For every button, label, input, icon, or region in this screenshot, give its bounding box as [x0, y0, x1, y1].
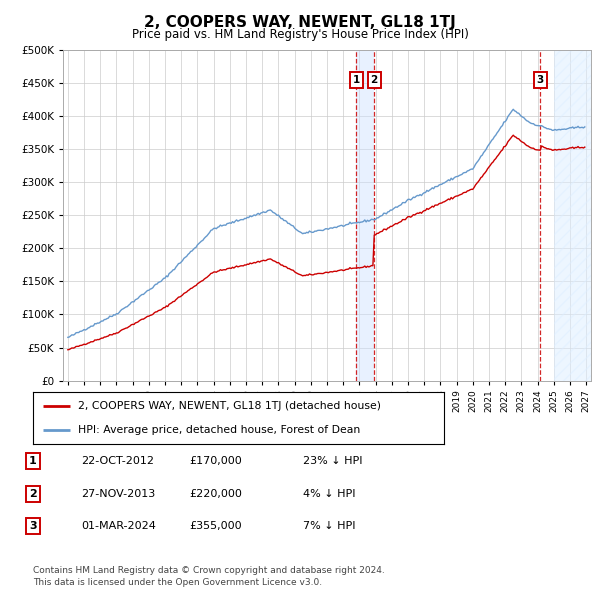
Text: Contains HM Land Registry data © Crown copyright and database right 2024.
This d: Contains HM Land Registry data © Crown c…	[33, 566, 385, 587]
Text: 23% ↓ HPI: 23% ↓ HPI	[303, 457, 362, 466]
Text: £170,000: £170,000	[189, 457, 242, 466]
Text: £355,000: £355,000	[189, 522, 242, 531]
Text: 27-NOV-2013: 27-NOV-2013	[81, 489, 155, 499]
Text: Price paid vs. HM Land Registry's House Price Index (HPI): Price paid vs. HM Land Registry's House …	[131, 28, 469, 41]
Text: 2, COOPERS WAY, NEWENT, GL18 1TJ (detached house): 2, COOPERS WAY, NEWENT, GL18 1TJ (detach…	[78, 401, 381, 411]
Bar	[554, 50, 591, 381]
Text: 1: 1	[353, 75, 360, 85]
Text: 3: 3	[29, 522, 37, 531]
Text: 22-OCT-2012: 22-OCT-2012	[81, 457, 154, 466]
Text: 3: 3	[536, 75, 544, 85]
Text: 2: 2	[371, 75, 378, 85]
Text: 2, COOPERS WAY, NEWENT, GL18 1TJ: 2, COOPERS WAY, NEWENT, GL18 1TJ	[144, 15, 456, 30]
Text: £220,000: £220,000	[189, 489, 242, 499]
Bar	[356, 50, 374, 381]
Text: 7% ↓ HPI: 7% ↓ HPI	[303, 522, 355, 531]
Text: 01-MAR-2024: 01-MAR-2024	[81, 522, 156, 531]
Text: 2: 2	[29, 489, 37, 499]
Text: HPI: Average price, detached house, Forest of Dean: HPI: Average price, detached house, Fore…	[78, 425, 361, 435]
Text: 1: 1	[29, 457, 37, 466]
Text: 4% ↓ HPI: 4% ↓ HPI	[303, 489, 355, 499]
